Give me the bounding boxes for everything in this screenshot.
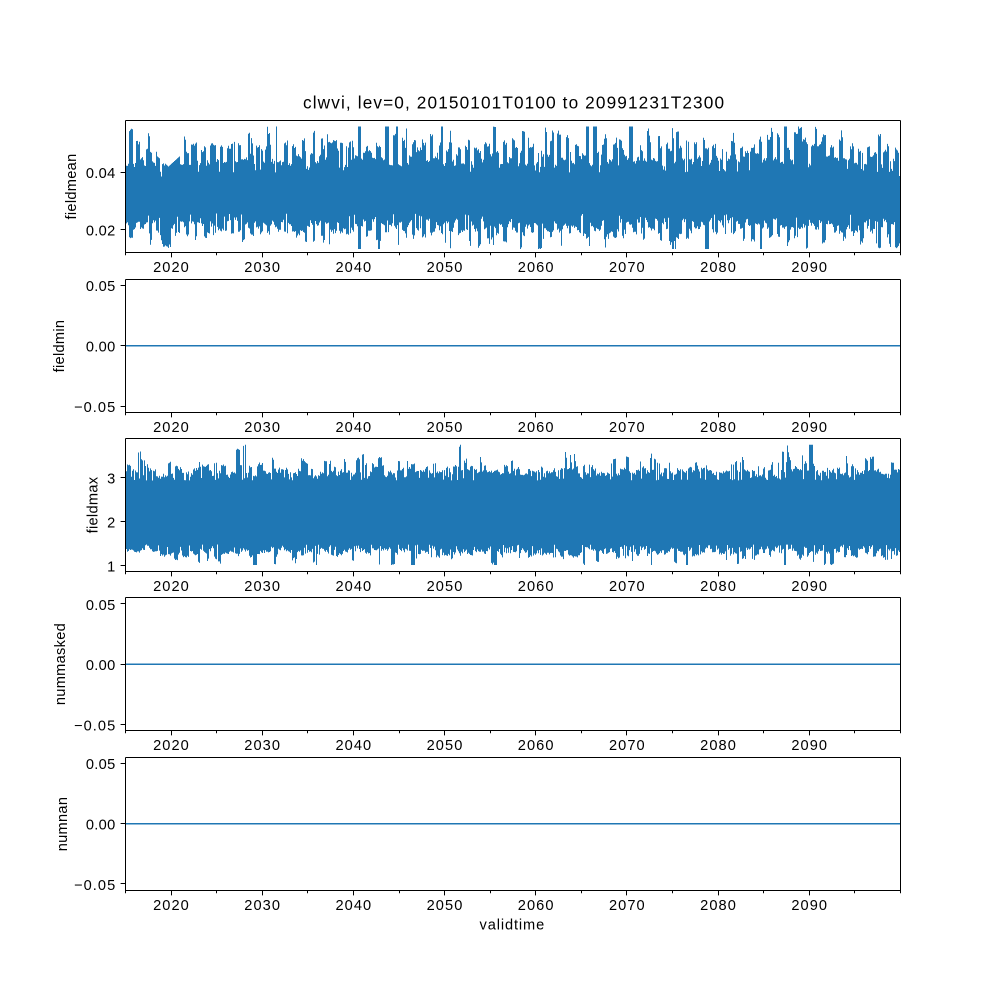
svg-text:2050: 2050 [427, 898, 463, 914]
svg-text:2020: 2020 [153, 898, 189, 914]
svg-text:2090: 2090 [791, 260, 827, 276]
svg-text:2020: 2020 [153, 420, 189, 436]
svg-text:2050: 2050 [427, 579, 463, 595]
svg-text:2080: 2080 [700, 420, 736, 436]
svg-text:2060: 2060 [518, 579, 554, 595]
svg-text:2050: 2050 [427, 420, 463, 436]
svg-text:2080: 2080 [700, 579, 736, 595]
svg-text:0.05: 0.05 [86, 757, 116, 773]
svg-text:0.00: 0.00 [86, 818, 116, 834]
svg-text:clwvi, lev=0, 20150101T0100 to: clwvi, lev=0, 20150101T0100 to 20991231T… [303, 92, 724, 112]
svg-text:fieldmin: fieldmin [52, 320, 68, 373]
svg-text:2070: 2070 [609, 738, 645, 754]
svg-text:2040: 2040 [335, 260, 371, 276]
svg-text:2040: 2040 [335, 420, 371, 436]
svg-text:2090: 2090 [791, 898, 827, 914]
svg-text:nummasked: nummasked [53, 623, 69, 705]
svg-text:2070: 2070 [609, 260, 645, 276]
svg-text:2030: 2030 [244, 260, 280, 276]
svg-text:0.00: 0.00 [86, 340, 116, 356]
svg-text:2020: 2020 [153, 738, 189, 754]
svg-text:2030: 2030 [244, 898, 280, 914]
svg-text:2050: 2050 [427, 260, 463, 276]
svg-text:2030: 2030 [244, 420, 280, 436]
svg-text:2060: 2060 [518, 898, 554, 914]
svg-text:0.02: 0.02 [86, 223, 116, 239]
svg-text:2020: 2020 [153, 579, 189, 595]
svg-text:validtime: validtime [480, 918, 545, 934]
svg-text:0.05: 0.05 [86, 279, 116, 295]
svg-text:2090: 2090 [791, 420, 827, 436]
svg-text:0.05: 0.05 [86, 598, 116, 614]
svg-text:2030: 2030 [244, 738, 280, 754]
svg-text:2030: 2030 [244, 579, 280, 595]
svg-text:2070: 2070 [609, 579, 645, 595]
svg-text:2020: 2020 [153, 260, 189, 276]
svg-text:2040: 2040 [335, 579, 371, 595]
svg-text:2070: 2070 [609, 420, 645, 436]
svg-text:2050: 2050 [427, 738, 463, 754]
svg-text:−0.05: −0.05 [74, 400, 116, 416]
svg-text:fieldmean: fieldmean [64, 154, 80, 220]
svg-text:2040: 2040 [335, 898, 371, 914]
svg-text:−0.05: −0.05 [74, 719, 116, 735]
svg-text:2: 2 [107, 515, 115, 531]
svg-text:0.00: 0.00 [86, 658, 116, 674]
svg-text:2040: 2040 [335, 738, 371, 754]
svg-text:−0.05: −0.05 [74, 878, 116, 894]
svg-text:fieldmax: fieldmax [86, 476, 102, 533]
svg-text:numnan: numnan [55, 797, 71, 852]
svg-text:2060: 2060 [518, 420, 554, 436]
svg-text:2080: 2080 [700, 738, 736, 754]
svg-text:2070: 2070 [609, 898, 645, 914]
svg-text:2060: 2060 [518, 738, 554, 754]
svg-text:2090: 2090 [791, 579, 827, 595]
svg-text:2080: 2080 [700, 898, 736, 914]
svg-text:2080: 2080 [700, 260, 736, 276]
svg-text:2060: 2060 [518, 260, 554, 276]
svg-text:0.04: 0.04 [86, 166, 116, 182]
svg-text:3: 3 [107, 472, 115, 488]
svg-text:2090: 2090 [791, 738, 827, 754]
svg-text:1: 1 [107, 559, 115, 575]
